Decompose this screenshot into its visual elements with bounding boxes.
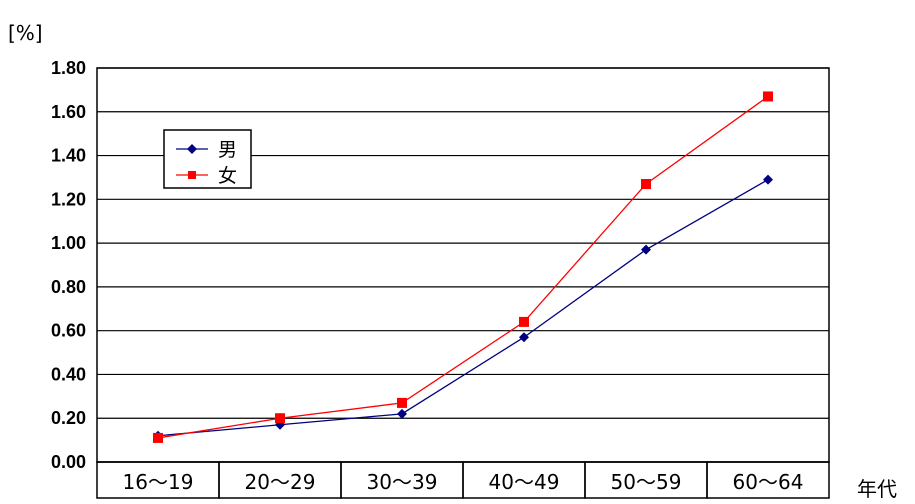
y-tick-label: 0.80: [51, 277, 86, 297]
legend-marker: [187, 144, 197, 154]
legend-label: 女: [218, 165, 237, 187]
y-unit-label: [%]: [8, 21, 43, 45]
data-point: [763, 91, 773, 102]
plot-area: [96, 67, 830, 463]
legend-marker: [188, 171, 196, 179]
series-layer: [153, 91, 773, 443]
series-line-female: [157, 95, 769, 439]
data-point: [641, 179, 651, 190]
x-tick-label: 16～19: [123, 470, 194, 494]
y-tick-label: 1.60: [51, 102, 86, 122]
y-axis-ticks: 0.00 0.20 0.40 0.60 0.80 1.00 1.20 1.40 1.60 1.80: [51, 58, 86, 472]
gridlines: [97, 67, 829, 463]
y-tick-label: 1.40: [51, 146, 86, 166]
legend-box: [163, 129, 252, 189]
y-tick-label: 1.00: [51, 233, 86, 253]
x-axis-category-boxes: 16～19 20～29 30～39 40～49 50～59 60～64: [96, 461, 830, 499]
x-tick-label: 60～64: [733, 470, 804, 494]
series-line-male: [157, 179, 769, 437]
data-point: [641, 244, 651, 255]
y-tick-label: 1.80: [51, 58, 86, 78]
y-tick-label: 0.20: [51, 408, 86, 428]
x-tick-label: 20～29: [245, 470, 316, 494]
data-point: [519, 332, 529, 343]
data-point: [397, 408, 407, 419]
data-point: [275, 413, 285, 424]
data-point: [397, 397, 407, 408]
x-tick-label: 40～49: [489, 470, 560, 494]
y-tick-label: 0.40: [51, 364, 86, 384]
x-axis-label: 年代: [857, 477, 897, 501]
y-tick-label: 1.20: [51, 189, 86, 209]
legend-label: 男: [218, 139, 237, 161]
x-tick-label: 30～39: [367, 470, 438, 494]
y-tick-label: 0.00: [51, 452, 86, 472]
data-point: [519, 316, 529, 327]
y-tick-label: 0.60: [51, 321, 86, 341]
x-tick-label: 50～59: [611, 470, 682, 494]
x-category-box: [706, 461, 830, 499]
data-point: [763, 174, 773, 185]
legend: 男女: [163, 129, 252, 189]
data-point: [153, 432, 163, 443]
